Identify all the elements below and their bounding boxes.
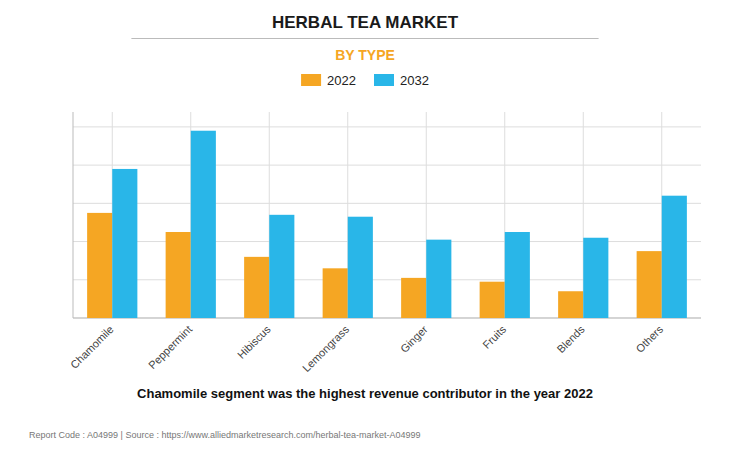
legend-label: 2022 (327, 73, 356, 88)
y-grid-line (73, 203, 701, 204)
bar (323, 268, 348, 318)
legend-swatch (374, 74, 394, 86)
title-rule (131, 38, 598, 39)
bar (112, 169, 137, 318)
bar (269, 215, 294, 318)
bar (401, 278, 426, 318)
y-grid-line (73, 165, 701, 166)
x-tick-label: Lemongrass (300, 323, 352, 375)
x-tick-label: Blends (554, 323, 587, 356)
bar (191, 131, 216, 318)
legend-swatch (301, 74, 321, 86)
bar (480, 282, 505, 318)
legend-label: 2032 (400, 73, 429, 88)
bar (558, 291, 583, 318)
y-grid-line (73, 126, 701, 127)
grid (73, 112, 701, 318)
x-tick-label: Fruits (480, 323, 508, 351)
subtitle: BY TYPE (335, 47, 395, 63)
x-tick-labels: Chamomile Peppermint Hibiscus Lemongrass Gin… (68, 323, 666, 375)
legend: 2022 2032 (301, 73, 429, 88)
background (0, 0, 730, 453)
bar (426, 240, 451, 318)
legend-item: 2022 (301, 73, 356, 88)
bar (166, 232, 191, 318)
bars (87, 131, 687, 318)
bar (637, 251, 662, 318)
series (112, 131, 687, 318)
bar (87, 213, 112, 318)
series (87, 213, 662, 318)
source-note: Report Code : A04999 | Source : https://… (29, 430, 421, 440)
title: HERBAL TEA MARKET (272, 13, 459, 32)
x-tick-label: Peppermint (146, 323, 194, 371)
bar (583, 238, 608, 318)
chart: HERBAL TEA MARKET BY TYPE Chamomile Pepperm… (0, 0, 730, 453)
x-tick-label: Others (633, 323, 665, 355)
bar (348, 217, 373, 318)
x-tick-label: Hibiscus (235, 323, 273, 361)
bar (662, 196, 687, 318)
bar (244, 257, 269, 318)
bar (505, 232, 530, 318)
footer-note: Chamomile segment was the highest revenu… (137, 386, 593, 401)
y-axis-line (73, 112, 74, 318)
x-tick-label: Ginger (398, 323, 430, 355)
x-tick-label: Chamomile (68, 323, 116, 371)
legend-item: 2032 (374, 73, 429, 88)
